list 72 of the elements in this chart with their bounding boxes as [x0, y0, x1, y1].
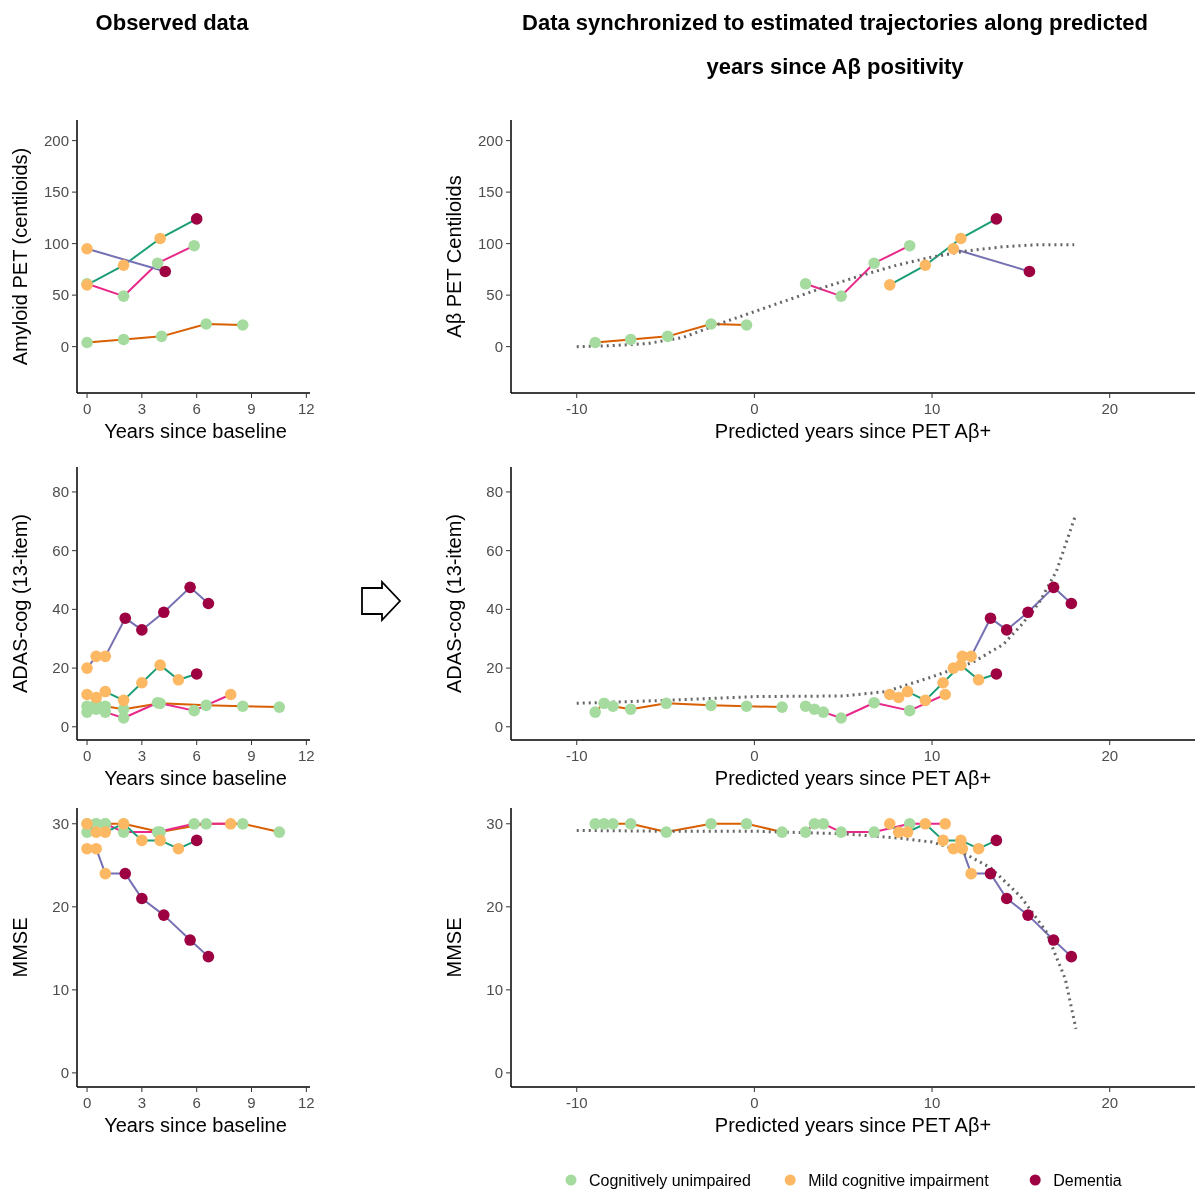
y-tick-label: 80 — [486, 482, 503, 500]
x-tick-label: -10 — [565, 1094, 588, 1111]
y-tick-label: 150 — [477, 183, 503, 201]
y-tick-label: 0 — [494, 1063, 503, 1081]
y-axis-title: Aβ PET Centiloids — [443, 175, 465, 338]
x-axis-title: Predicted years since PET Aβ+ — [714, 767, 992, 789]
x-tick-label: 3 — [137, 400, 147, 417]
y-tick-label: 30 — [52, 814, 69, 832]
legend-label: Dementia — [1053, 1172, 1122, 1189]
y-tick-label: 10 — [52, 980, 69, 998]
x-tick-label: 20 — [1101, 400, 1119, 417]
x-tick-label: 3 — [137, 747, 147, 764]
chart-title: Observed data — [95, 10, 250, 35]
y-tick-label: 100 — [477, 234, 503, 252]
y-axis-title: MMSE — [443, 917, 465, 978]
x-tick-label: 3 — [137, 1094, 147, 1111]
y-tick-label: 200 — [477, 131, 503, 149]
x-tick-label: 9 — [247, 400, 256, 417]
y-axis-title: ADAS-cog (13-item) — [443, 514, 465, 693]
x-tick-label: 0 — [82, 400, 92, 417]
y-tick-label: 40 — [52, 600, 69, 618]
x-axis-title: Predicted years since PET Aβ+ — [714, 420, 992, 442]
y-tick-label: 80 — [52, 482, 69, 500]
y-tick-label: 150 — [43, 183, 69, 201]
y-axis-title: Amyloid PET (centiloids) — [9, 147, 31, 366]
y-tick-label: 0 — [494, 337, 503, 355]
x-tick-label: 9 — [247, 747, 256, 764]
legend-label: Cognitively unimpaired — [589, 1172, 751, 1189]
legend-label: Mild cognitive impairment — [808, 1172, 990, 1189]
y-tick-label: 20 — [52, 897, 69, 915]
x-axis-title: Years since baseline — [104, 767, 287, 789]
x-tick-label: 12 — [298, 747, 315, 764]
x-tick-label: 9 — [247, 1094, 256, 1111]
x-tick-label: 12 — [298, 1094, 315, 1111]
y-tick-label: 20 — [52, 659, 69, 677]
x-tick-label: 0 — [750, 1094, 759, 1111]
y-tick-label: 30 — [486, 814, 503, 832]
y-tick-label: 0 — [60, 717, 69, 735]
x-tick-label: -10 — [565, 400, 588, 417]
x-tick-label: 6 — [192, 1094, 201, 1111]
x-tick-label: 6 — [192, 747, 201, 764]
y-tick-label: 50 — [486, 286, 503, 304]
y-tick-label: 40 — [486, 600, 503, 618]
y-axis-title: ADAS-cog (13-item) — [9, 514, 31, 693]
y-tick-label: 0 — [60, 337, 69, 355]
x-tick-label: 0 — [82, 747, 92, 764]
x-tick-label: 20 — [1101, 747, 1119, 764]
x-tick-label: 12 — [298, 400, 315, 417]
y-tick-label: 20 — [486, 897, 503, 915]
x-tick-label: 6 — [192, 400, 201, 417]
y-tick-label: 50 — [52, 286, 69, 304]
y-tick-label: 200 — [43, 131, 69, 149]
x-tick-label: 10 — [923, 400, 941, 417]
y-tick-label: 0 — [494, 717, 503, 735]
y-axis-title: MMSE — [9, 917, 31, 978]
x-tick-label: 0 — [750, 747, 759, 764]
x-tick-label: 20 — [1101, 1094, 1119, 1111]
y-tick-label: 0 — [60, 1063, 69, 1081]
y-tick-label: 60 — [52, 541, 69, 559]
x-tick-label: 10 — [923, 747, 941, 764]
x-axis-title: Years since baseline — [104, 420, 287, 442]
x-axis-title: Years since baseline — [104, 1114, 287, 1136]
x-tick-label: 0 — [82, 1094, 92, 1111]
x-tick-label: -10 — [565, 747, 588, 764]
x-tick-label: 10 — [923, 1094, 941, 1111]
y-tick-label: 10 — [486, 980, 503, 998]
x-axis-title: Predicted years since PET Aβ+ — [714, 1114, 992, 1136]
y-tick-label: 100 — [43, 234, 69, 252]
x-tick-label: 0 — [750, 400, 759, 417]
y-tick-label: 20 — [486, 659, 503, 677]
chart-title: Data synchronized to estimated trajectories along predicted years since Aβ positivity — [522, 10, 1148, 79]
y-tick-label: 60 — [486, 541, 503, 559]
